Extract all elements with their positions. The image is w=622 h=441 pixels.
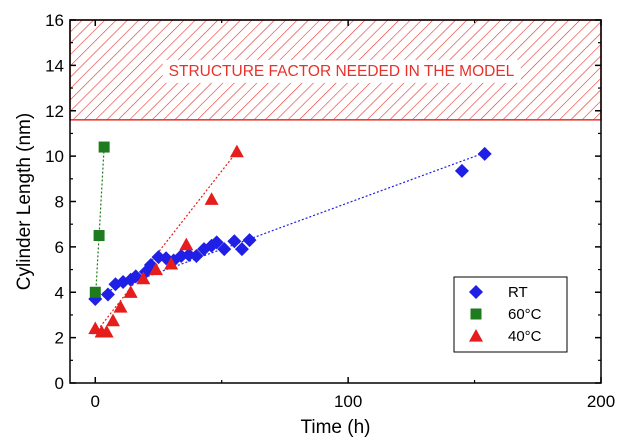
- legend-marker-square: [470, 308, 482, 320]
- data-point-diamond: [209, 235, 224, 250]
- legend-label: 60°C: [508, 306, 542, 323]
- data-point-triangle: [99, 324, 114, 338]
- data-point-square: [98, 141, 110, 153]
- legend: RT 60°C 40°C: [453, 276, 568, 353]
- data-point-diamond: [100, 287, 115, 302]
- y-tick-label: 10: [45, 147, 64, 166]
- data-point-triangle: [179, 237, 194, 251]
- y-tick-label: 16: [45, 11, 64, 30]
- data-point-diamond: [242, 233, 257, 248]
- x-tick-label: 0: [91, 392, 100, 411]
- y-tick-label: 12: [45, 102, 64, 121]
- legend-marker-diamond: [469, 285, 483, 299]
- data-point-triangle: [136, 271, 151, 285]
- data-point-triangle: [113, 299, 128, 313]
- annotation-text: STRUCTURE FACTOR NEEDED IN THE MODEL: [169, 63, 515, 80]
- data-point-diamond: [477, 146, 492, 161]
- legend-marker-triangle: [469, 329, 483, 342]
- x-axis-title: Time (h): [300, 417, 370, 438]
- data-point-square: [89, 286, 101, 298]
- data-point-diamond: [189, 248, 204, 263]
- x-tick-label: 100: [334, 392, 362, 411]
- fit-line-1: [94, 147, 105, 302]
- y-tick-label: 14: [45, 56, 64, 75]
- data-points: [88, 141, 492, 338]
- y-tick-label: 6: [55, 238, 64, 257]
- legend-label: 40°C: [508, 328, 542, 345]
- y-tick-label: 0: [55, 374, 64, 393]
- y-axis-title: Cylinder Length (nm): [14, 113, 35, 290]
- annotation-region: STRUCTURE FACTOR NEEDED IN THE MODEL: [69, 19, 602, 121]
- data-point-triangle: [164, 256, 179, 270]
- legend-label: RT: [508, 284, 528, 301]
- data-point-diamond: [234, 242, 249, 257]
- data-point-triangle: [204, 192, 219, 205]
- data-point-diamond: [454, 163, 469, 178]
- data-point-square: [93, 230, 105, 242]
- data-point-triangle: [105, 313, 120, 327]
- data-point-triangle: [148, 262, 163, 276]
- data-point-diamond: [227, 234, 242, 249]
- fit-lines: [94, 147, 485, 334]
- axes: 0 100 200 0 2 4 6 8 10 12 14 16: [45, 11, 615, 411]
- y-tick-label: 4: [55, 283, 64, 302]
- y-tick-label: 2: [55, 329, 64, 348]
- data-point-diamond: [217, 242, 232, 257]
- data-point-diamond: [116, 275, 131, 290]
- y-tick-label: 8: [55, 193, 64, 212]
- annotation-text-background: [162, 59, 521, 83]
- data-point-triangle: [229, 144, 244, 158]
- x-tick-label: 200: [587, 392, 615, 411]
- data-point-triangle: [123, 285, 138, 298]
